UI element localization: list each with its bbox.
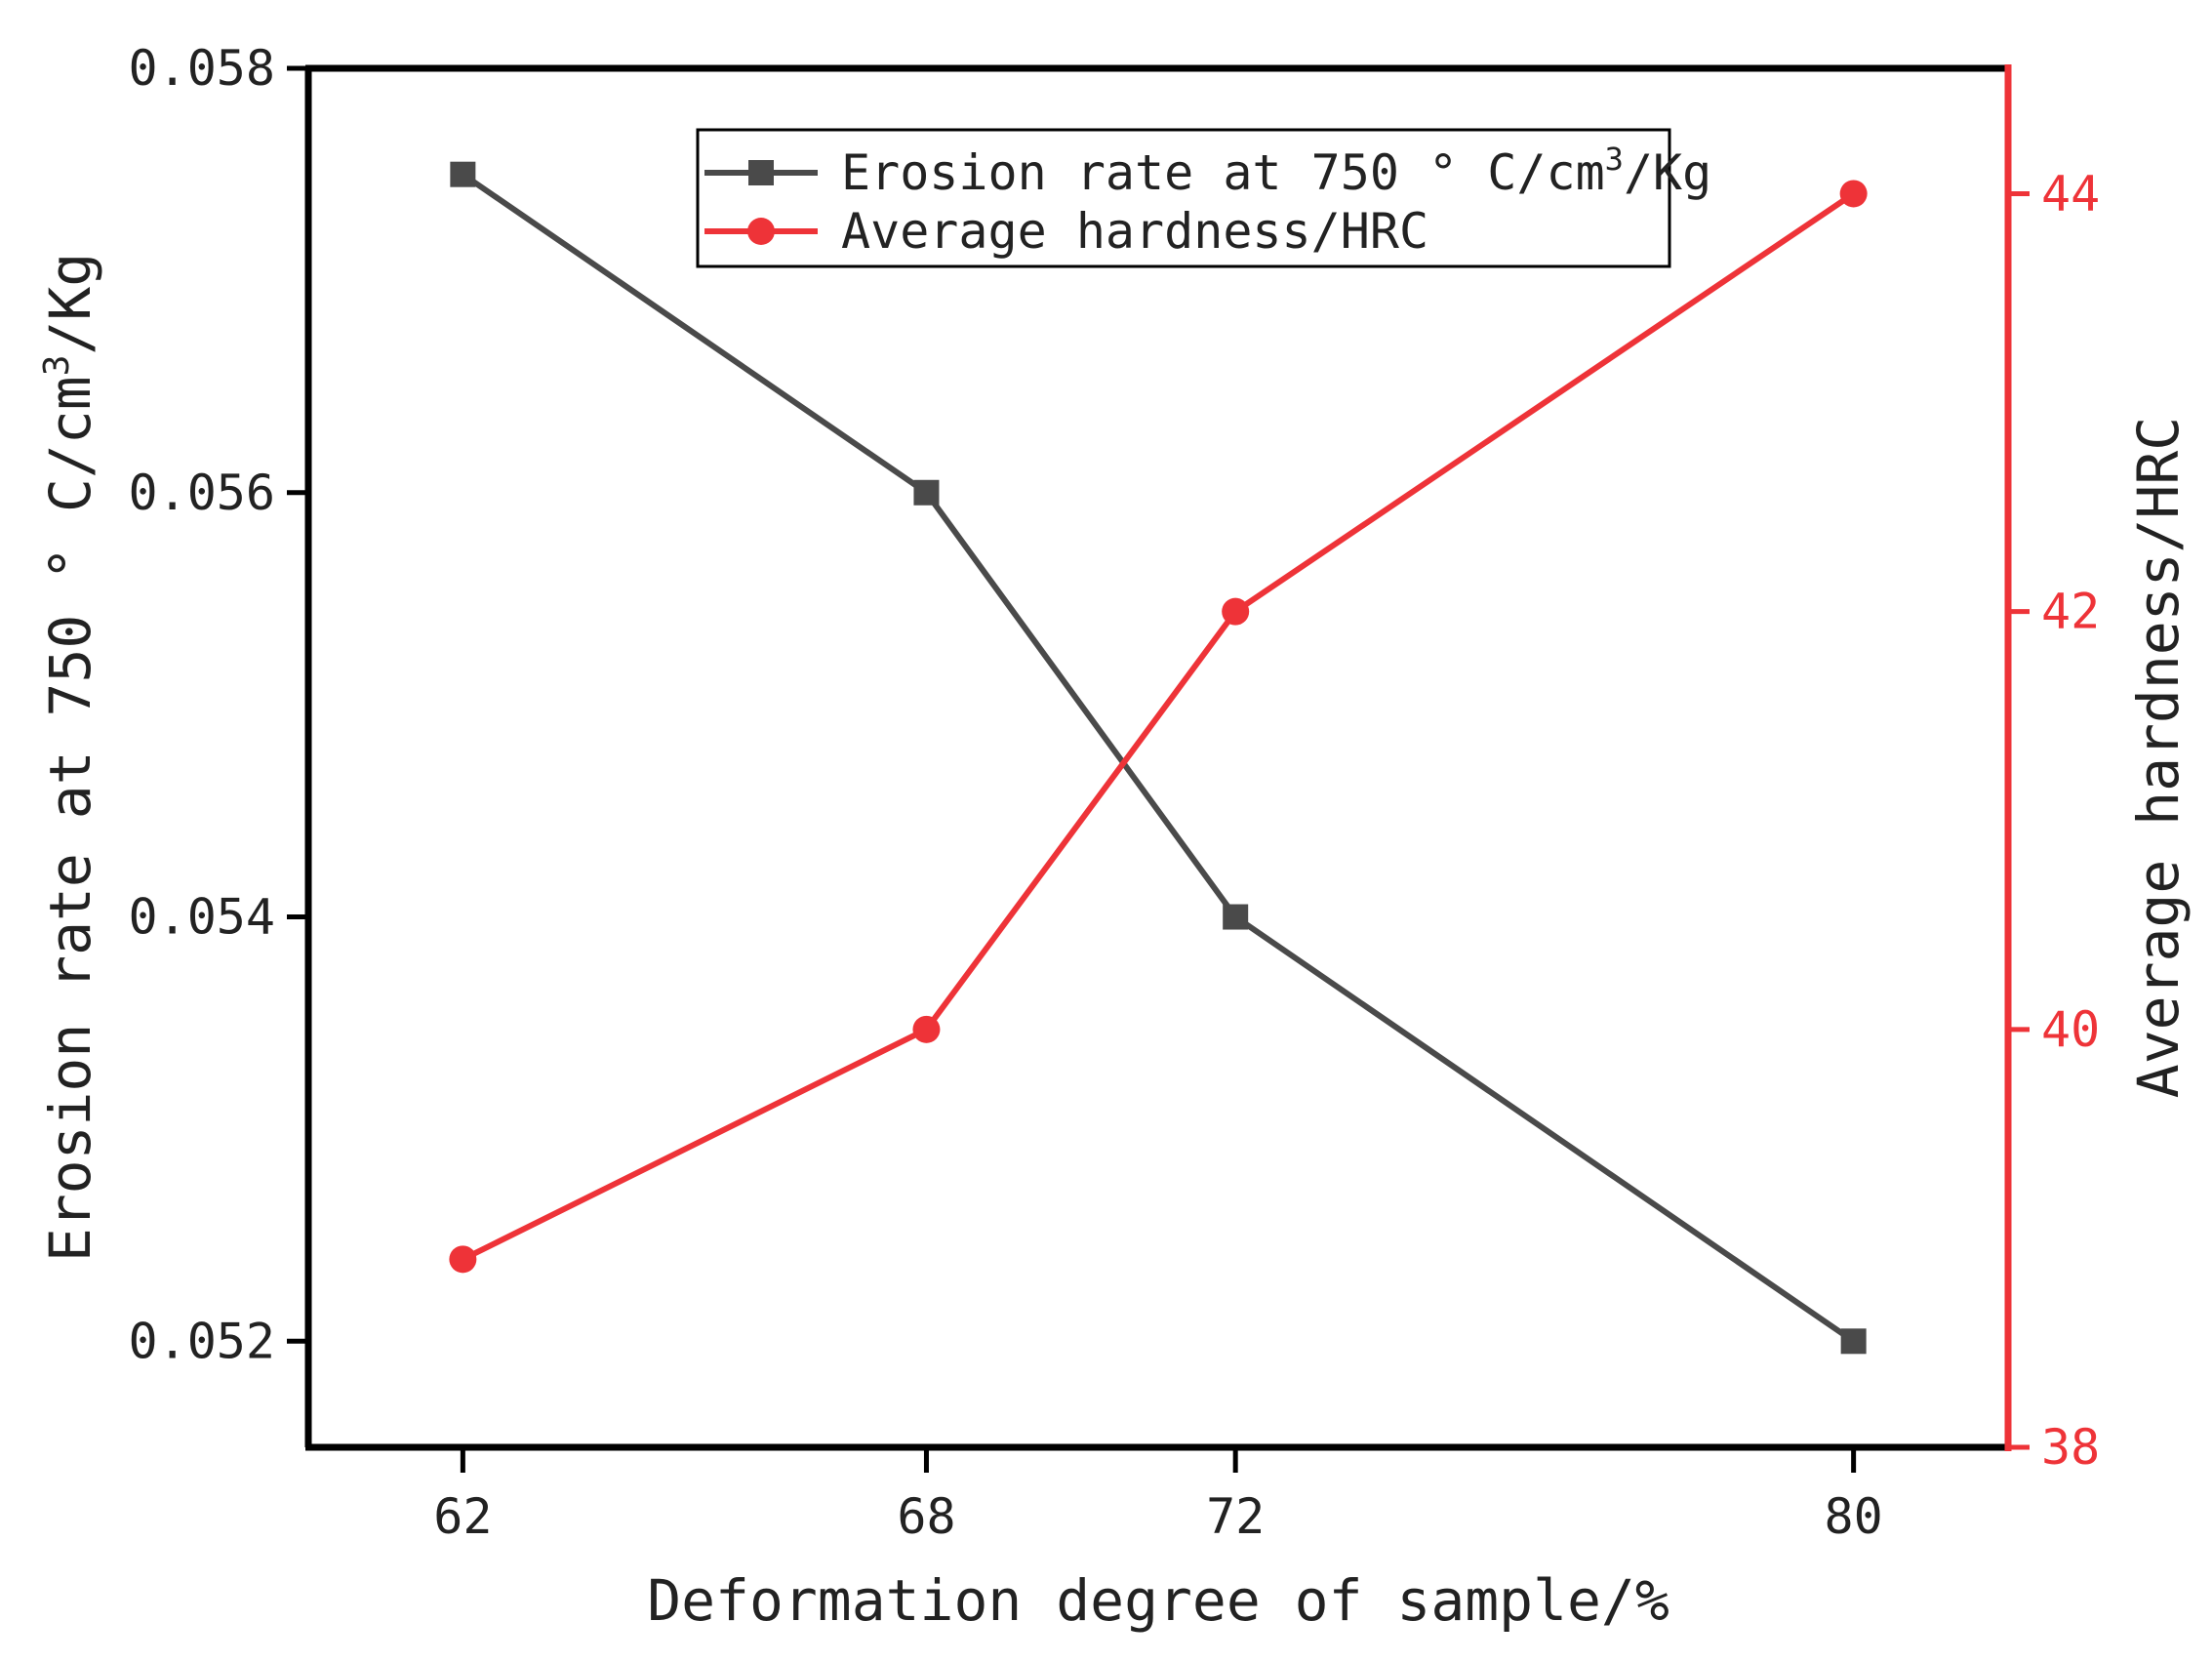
hardness-data-point [912, 1015, 941, 1043]
erosion-data-point [1840, 1328, 1867, 1355]
erosion-data-point [1223, 904, 1249, 930]
legend-erosion-label: Erosion rate at 750 ° C/cm3/Kg [841, 141, 1711, 201]
left-y-axis-title: Erosion rate at 750 ° C/cm3/Kg [37, 253, 103, 1262]
x-tick-label: 80 [1825, 1488, 1883, 1545]
legend: Erosion rate at 750 ° C/cm3/Kg Average h… [696, 128, 1711, 268]
x-ticks: 62 68 72 80 [433, 1447, 1883, 1545]
right-y-tick-label: 40 [2041, 1001, 2100, 1058]
erosion-data-point [450, 161, 476, 187]
right-y-ticks: 38 40 42 44 [2008, 165, 2100, 1476]
left-y-axis-title-main: Erosion rate at 750 ° C/cm [37, 376, 103, 1262]
left-y-tick-label: 0.056 [128, 465, 275, 521]
legend-hardness-marker [747, 218, 775, 245]
right-y-axis-title: Average hardness/HRC [2125, 417, 2192, 1098]
left-y-tick-label: 0.058 [128, 40, 275, 97]
legend-hardness-label: Average hardness/HRC [841, 203, 1428, 260]
legend-erosion-marker [748, 160, 774, 185]
left-y-tick-label: 0.052 [128, 1313, 275, 1369]
x-axis-title: Deformation degree of sample/% [647, 1567, 1669, 1634]
hardness-data-point [1839, 180, 1868, 208]
x-tick-label: 68 [897, 1488, 955, 1545]
left-y-axis-title-tail: /Kg [37, 253, 103, 355]
right-y-tick-label: 42 [2041, 584, 2100, 640]
erosion-data-point [913, 479, 940, 506]
series-layer [449, 161, 1868, 1355]
left-y-axis-title-superscript: 3 [37, 355, 77, 377]
x-tick-label: 72 [1206, 1488, 1265, 1545]
series-line-0 [461, 172, 1856, 1344]
right-y-tick-label: 38 [2041, 1419, 2100, 1476]
legend-box [696, 128, 1671, 268]
hardness-data-point [1222, 597, 1250, 626]
series-line-1 [462, 190, 1856, 1263]
left-y-tick-label: 0.054 [128, 889, 275, 946]
right-y-tick-label: 44 [2041, 165, 2100, 222]
left-y-ticks: 0.052 0.054 0.056 0.058 [128, 40, 308, 1369]
hardness-data-point [449, 1245, 477, 1274]
x-tick-label: 62 [433, 1488, 492, 1545]
